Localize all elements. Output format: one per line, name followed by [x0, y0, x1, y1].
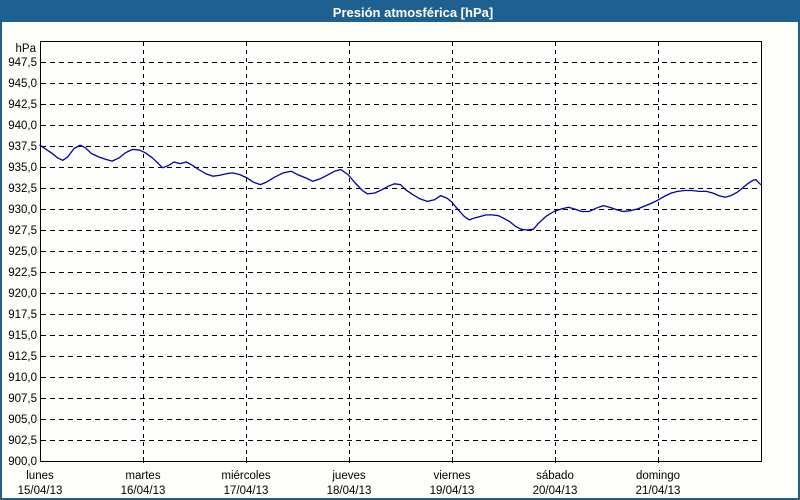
- y-axis-tick-label: 942,5: [8, 99, 37, 111]
- y-axis-tick-label: 930,0: [8, 204, 37, 216]
- y-axis-tick-label: 905,0: [8, 414, 37, 426]
- y-axis-tick-label: 945,0: [8, 78, 37, 90]
- y-axis-tick-label: 920,0: [8, 288, 37, 300]
- title-bar: Presión atmosférica [hPa]: [2, 2, 798, 22]
- y-axis-tick-label: 907,5: [8, 393, 37, 405]
- chart-title: Presión atmosférica [hPa]: [332, 4, 494, 20]
- y-axis-tick-label: 922,5: [8, 267, 37, 279]
- y-axis-tick-label: 947,5: [8, 57, 37, 69]
- x-axis-day-label: domingo: [636, 470, 680, 482]
- x-axis-date-label: 15/04/13: [18, 485, 63, 497]
- x-axis-day-label: lunes: [26, 470, 54, 482]
- y-axis-tick-label: 902,5: [8, 435, 37, 447]
- y-axis-tick-label: 925,0: [8, 246, 37, 258]
- x-axis-date-label: 21/04/13: [636, 485, 681, 497]
- y-axis-tick-label: 912,5: [8, 351, 37, 363]
- y-axis-tick-label: 940,0: [8, 120, 37, 132]
- y-axis-tick-label: 935,0: [8, 162, 37, 174]
- y-axis-tick-label: 915,0: [8, 330, 37, 342]
- pressure-line: [39, 144, 762, 231]
- x-axis-date-label: 17/04/13: [224, 485, 269, 497]
- x-axis-day-label: martes: [125, 470, 160, 482]
- y-axis-tick-label: 900,0: [8, 456, 37, 468]
- x-axis-date-label: 20/04/13: [533, 485, 578, 497]
- y-axis-tick-label: 927,5: [8, 225, 37, 237]
- y-axis-tick-label: 932,5: [8, 183, 37, 195]
- x-axis-day-label: sábado: [536, 470, 574, 482]
- x-axis-date-label: 19/04/13: [430, 485, 475, 497]
- x-axis-day-label: viernes: [433, 470, 470, 482]
- x-axis-date-label: 18/04/13: [327, 485, 372, 497]
- y-axis-tick-label: 917,5: [8, 309, 37, 321]
- x-axis-date-label: 16/04/13: [121, 485, 166, 497]
- x-axis-day-label: miércoles: [221, 470, 270, 482]
- y-axis-tick-label: 937,5: [8, 141, 37, 153]
- x-axis-day-label: jueves: [331, 470, 365, 482]
- y-axis-unit-label: hPa: [16, 43, 37, 55]
- y-axis-tick-label: 910,0: [8, 372, 37, 384]
